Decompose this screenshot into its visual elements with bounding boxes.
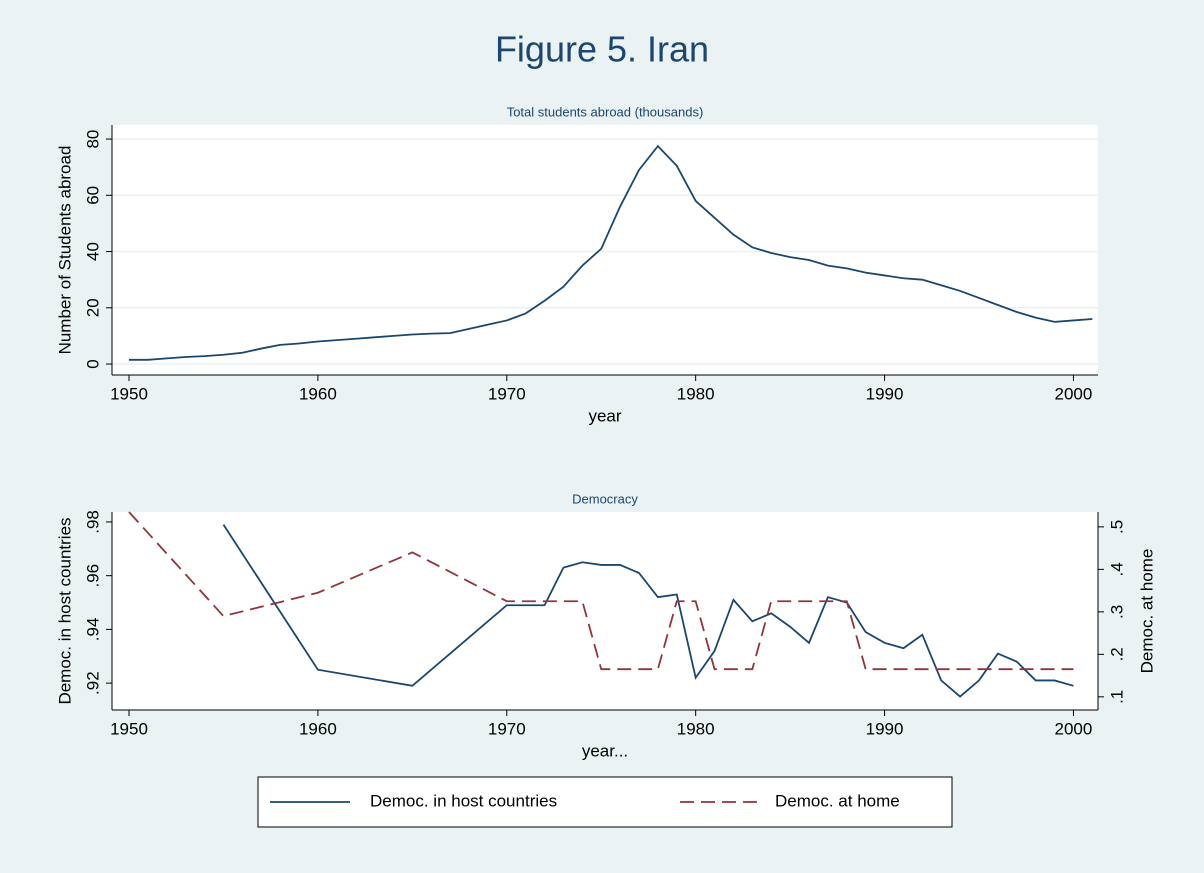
x-tick-label: 1970 [488, 719, 526, 738]
y2-tick-label: .3 [1107, 605, 1126, 619]
series-line [129, 144, 1093, 361]
x-tick-label: 1950 [110, 384, 148, 403]
plot-area [112, 125, 1098, 375]
y2-tick-label: .1 [1107, 690, 1126, 704]
y-tick-label: .92 [83, 671, 102, 695]
x-tick-label: 2000 [1055, 719, 1093, 738]
x-tick-label: 1990 [866, 719, 904, 738]
y2-tick-label: .5 [1107, 520, 1126, 534]
figure-title: Figure 5. Iran [495, 29, 709, 70]
y2-tick-label: .4 [1107, 562, 1126, 576]
x-tick-label: 1960 [299, 384, 337, 403]
y-axis-label: Number of Students abroad [55, 146, 74, 355]
series-line [222, 524, 1074, 698]
legend-label: Democ. in host countries [370, 791, 557, 810]
y2-tick-label: .2 [1107, 647, 1126, 661]
series-line [128, 511, 1074, 671]
y-tick-label: 60 [83, 186, 102, 205]
y2-axis-label: Democ. at home [1137, 549, 1156, 674]
x-tick-label: 1950 [110, 719, 148, 738]
y-tick-label: .96 [83, 564, 102, 588]
chart-subtitle: Democracy [572, 491, 638, 506]
y-tick-label: 40 [83, 242, 102, 261]
x-tick-label: 1970 [488, 384, 526, 403]
y-axis-label: Democ. in host countries [55, 517, 74, 704]
x-tick-label: 1960 [299, 719, 337, 738]
y-tick-label: 20 [83, 298, 102, 317]
legend-box [257, 776, 953, 828]
plot-area [112, 512, 1098, 710]
y-tick-label: .94 [83, 618, 102, 642]
chart-subtitle: Total students abroad (thousands) [507, 104, 704, 119]
x-tick-label: 2000 [1055, 384, 1093, 403]
x-tick-label: 1980 [677, 384, 715, 403]
y-tick-label: 80 [83, 130, 102, 149]
x-axis-label: year... [582, 741, 628, 760]
x-axis-label: year [588, 406, 621, 425]
legend-label: Democ. at home [775, 791, 900, 810]
y-tick-label: .98 [83, 510, 102, 534]
x-tick-label: 1990 [866, 384, 904, 403]
y-tick-label: 0 [83, 359, 102, 368]
x-tick-label: 1980 [677, 719, 715, 738]
